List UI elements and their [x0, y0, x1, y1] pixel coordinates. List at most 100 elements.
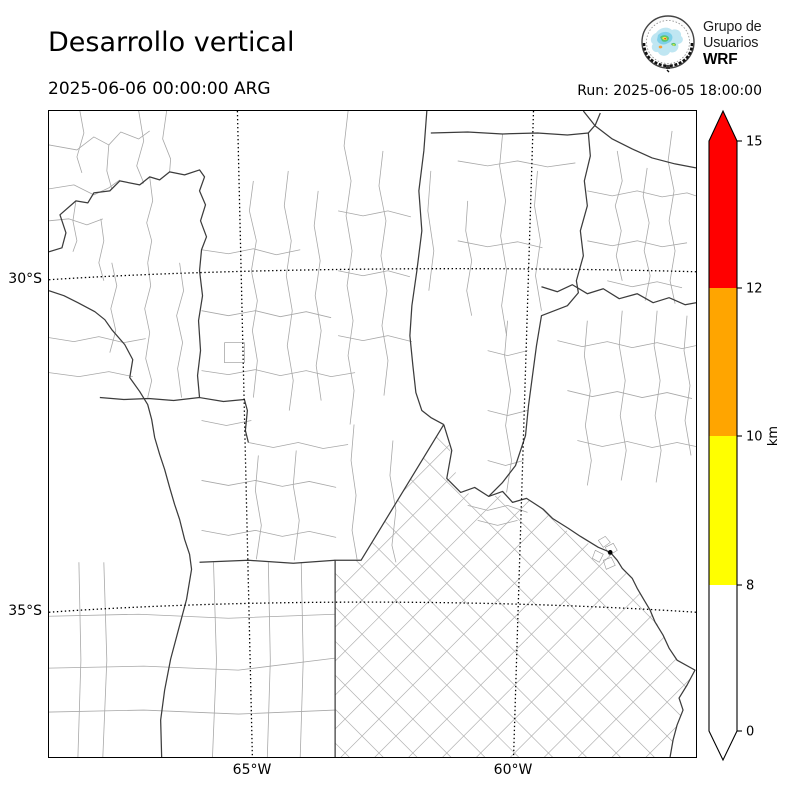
page-title: Desarrollo vertical: [48, 27, 295, 58]
colorbar-segment: [709, 436, 737, 585]
department-boundary: [457, 160, 576, 168]
argentina-boundaries-map: [49, 111, 696, 757]
colorbar-segment: [709, 141, 737, 288]
lon-tick-label: 60°W: [493, 762, 533, 778]
province-boundary: [430, 131, 589, 136]
run-time-label: Run: 2025-06-05 18:00:00: [577, 83, 762, 99]
department-boundary: [162, 111, 172, 172]
logo-line-2: Usuarios: [703, 34, 759, 52]
department-boundary: [254, 455, 262, 560]
colorbar-segment: [709, 288, 737, 436]
city-marker: [607, 550, 613, 555]
province-boundary: [582, 111, 696, 169]
department-boundary: [201, 420, 252, 426]
department-boundary: [477, 519, 518, 526]
department-boundary: [343, 111, 355, 425]
department-boundary: [224, 342, 245, 364]
buenos-aires-partidos-mesh: [335, 430, 696, 757]
department-boundary: [49, 130, 150, 151]
department-boundary: [607, 280, 683, 289]
department-boundary: [389, 440, 397, 563]
lat-tick-label: 30°S: [8, 271, 42, 287]
department-boundary: [283, 170, 294, 411]
department-boundary: [49, 179, 121, 196]
department-boundary: [587, 190, 696, 198]
logo-text: Grupo de Usuarios WRF: [703, 18, 762, 69]
colorbar-tick-label: 12: [746, 282, 763, 297]
colorbar-tick-label: 8: [746, 579, 754, 594]
province-boundary: [488, 112, 601, 497]
department-boundary: [76, 111, 85, 174]
colorbar-tick-label: 15: [746, 135, 763, 150]
department-boundary: [77, 562, 82, 757]
province-boundary: [49, 290, 193, 757]
department-boundary: [49, 657, 336, 671]
department-boundary: [201, 529, 337, 538]
department-boundary: [146, 176, 154, 263]
department-boundary: [49, 336, 146, 344]
department-boundary: [292, 450, 300, 561]
department-boundary: [614, 150, 623, 281]
department-boundary: [338, 270, 410, 278]
amba-partido-boundary: [591, 549, 604, 563]
department-boundary: [248, 442, 349, 449]
department-boundary: [567, 390, 693, 399]
department-boundary: [583, 320, 592, 486]
lat-tick-label: 35°S: [8, 603, 42, 619]
wrf-users-group-logo-icon: [638, 13, 698, 75]
department-boundary: [378, 150, 389, 396]
department-boundary: [212, 562, 217, 757]
province-boundary: [409, 111, 445, 426]
department-boundary: [201, 369, 356, 377]
department-boundary: [201, 248, 301, 256]
colorbar-tick-label: 0: [746, 725, 754, 740]
department-boundary: [587, 240, 688, 248]
valid-time-label: 2025-06-06 00:00:00 ARG: [48, 79, 271, 99]
department-boundary: [72, 200, 78, 252]
province-boundary: [609, 551, 696, 757]
graticule-line: [49, 268, 696, 281]
department-boundary: [266, 562, 271, 757]
department-boundary: [577, 440, 696, 448]
department-boundary: [136, 111, 145, 186]
colorbar-tick-label: 10: [746, 430, 763, 445]
colorbar-segment: [709, 585, 737, 731]
department-boundary: [499, 133, 507, 336]
department-boundary: [667, 130, 676, 304]
department-boundary: [49, 218, 103, 226]
lon-tick-label: 65°W: [232, 762, 272, 778]
department-boundary: [487, 460, 524, 466]
province-boundary: [443, 424, 611, 553]
department-boundary: [49, 613, 336, 619]
department-boundary: [504, 320, 512, 493]
colorbar-under-arrow: [709, 731, 737, 760]
province-boundary: [334, 424, 445, 757]
logo-line-wrf: WRF: [703, 51, 738, 69]
department-boundary: [467, 504, 528, 513]
globe-emblem-icon: [641, 15, 695, 73]
department-boundary: [427, 170, 435, 291]
department-boundary: [106, 144, 113, 189]
map-canvas: [48, 110, 697, 758]
department-boundary: [201, 310, 332, 319]
department-boundary: [338, 335, 412, 343]
department-boundary: [618, 310, 627, 481]
department-boundary: [350, 424, 358, 560]
department-boundary: [487, 410, 528, 416]
department-boundary: [248, 180, 258, 398]
province-boundary: [199, 559, 336, 564]
department-boundary: [653, 310, 662, 483]
amba-partido-boundary: [597, 535, 611, 548]
province-boundary: [99, 396, 249, 443]
department-boundary: [683, 315, 692, 456]
amba-partido-boundary: [602, 556, 616, 570]
department-boundary: [49, 709, 336, 715]
logo-line-1: Grupo de: [703, 18, 762, 35]
department-boundary: [109, 262, 118, 353]
department-boundary: [144, 262, 153, 398]
department-boundary: [102, 562, 108, 757]
department-boundary: [313, 190, 322, 401]
colorbar-unit-label: km: [766, 426, 781, 446]
department-boundary: [98, 218, 105, 281]
